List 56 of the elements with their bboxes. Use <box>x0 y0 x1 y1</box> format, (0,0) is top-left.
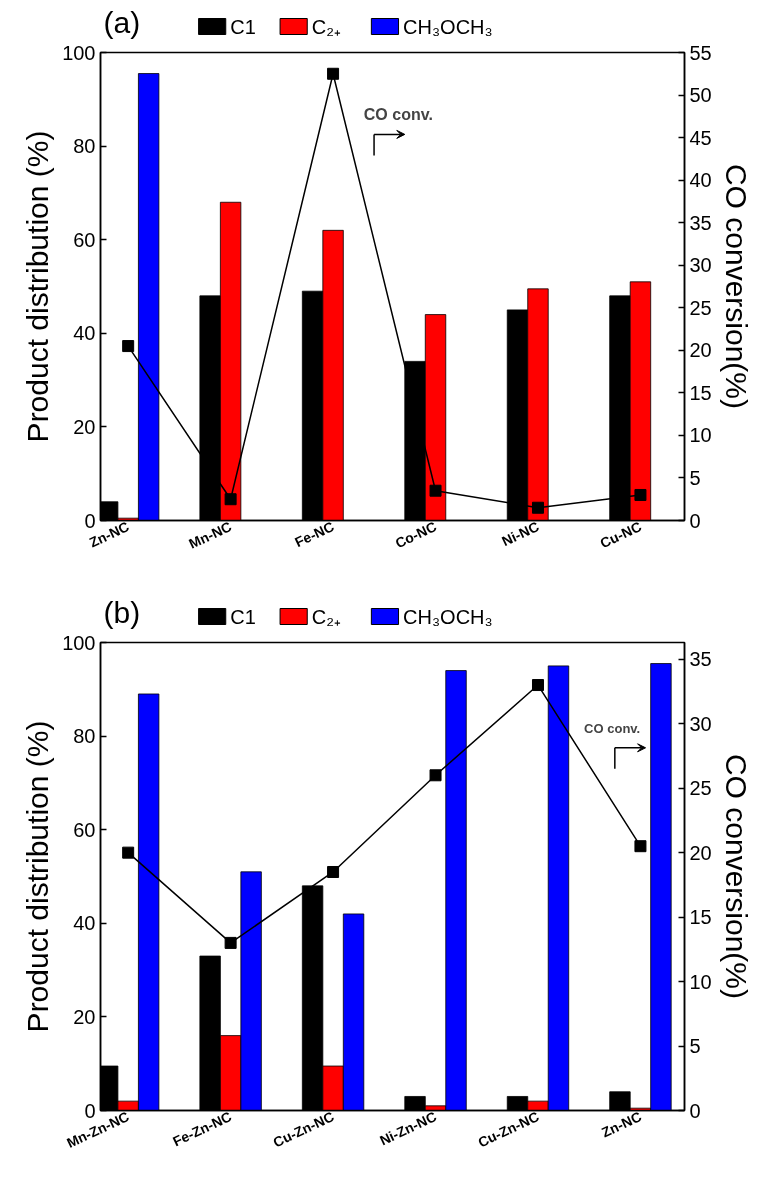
point <box>224 936 237 949</box>
y2-tick-label: 35 <box>689 648 712 671</box>
y2-tick-label: 5 <box>689 466 701 489</box>
chart-title: (b) <box>103 595 141 629</box>
y-tick-label: 40 <box>73 912 96 935</box>
y-tick-label: 100 <box>62 41 96 64</box>
point <box>122 846 135 859</box>
y2-tick-label: 20 <box>689 841 712 864</box>
legend-label: C₂₊ <box>311 15 341 38</box>
point <box>327 865 340 878</box>
y2-tick-label: 10 <box>689 424 712 447</box>
y-tick-label: 80 <box>73 725 96 748</box>
point <box>429 484 442 497</box>
point <box>429 769 442 782</box>
y-axis-title: Product distribution (%) <box>21 130 55 443</box>
y-tick-label: 20 <box>73 1005 96 1028</box>
y-tick-label: 20 <box>73 415 96 438</box>
y2-tick-label: 30 <box>689 712 712 735</box>
annotation: CO conv. <box>584 721 641 737</box>
point <box>634 488 647 501</box>
y2-tick-label: 5 <box>689 1035 701 1058</box>
legend-label: C₂₊ <box>311 605 341 628</box>
legend-label: C1 <box>230 605 256 628</box>
legend-label: CH₃OCH₃ <box>403 15 493 38</box>
y2-tick-label: 50 <box>689 84 712 107</box>
annotation: CO conv. <box>363 105 433 123</box>
y-tick-label: 40 <box>73 322 96 345</box>
point <box>531 501 544 514</box>
y2-tick-label: 10 <box>689 970 712 993</box>
legend-label: CH₃OCH₃ <box>403 605 493 628</box>
point <box>327 67 340 80</box>
y-tick-label: 100 <box>62 631 96 654</box>
y2-tick-label: 0 <box>689 509 701 532</box>
y2-tick-label: 25 <box>689 777 712 800</box>
y2-tick-label: 20 <box>689 339 712 362</box>
y2-axis-title: CO conversion(%) <box>719 753 753 1000</box>
y2-tick-label: 45 <box>689 126 712 149</box>
y2-tick-label: 35 <box>689 211 712 234</box>
y2-axis-title: CO conversion(%) <box>719 163 753 410</box>
y2-tick-label: 55 <box>689 41 712 64</box>
legend-label: C1 <box>230 15 256 38</box>
y2-tick-label: 25 <box>689 296 712 319</box>
point <box>634 840 647 853</box>
chart-title: (a) <box>103 5 141 39</box>
y-axis-title: Product distribution (%) <box>21 720 55 1033</box>
point <box>224 493 237 506</box>
point <box>531 679 544 692</box>
y2-tick-label: 15 <box>689 906 712 929</box>
y-tick-label: 80 <box>73 135 96 158</box>
y2-tick-label: 30 <box>689 254 712 277</box>
point <box>122 340 135 353</box>
y2-tick-label: 0 <box>689 1099 701 1122</box>
y-tick-label: 60 <box>73 818 96 841</box>
y-tick-label: 60 <box>73 228 96 251</box>
y2-tick-label: 15 <box>689 381 712 404</box>
y2-tick-label: 40 <box>689 169 712 192</box>
